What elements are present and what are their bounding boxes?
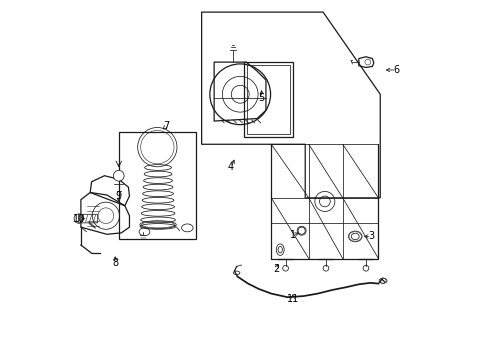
Ellipse shape	[348, 231, 361, 242]
Text: 11: 11	[286, 294, 298, 303]
Text: 1: 1	[289, 230, 295, 240]
Ellipse shape	[276, 244, 284, 255]
Bar	[119, 132, 195, 239]
Text: 8: 8	[112, 258, 118, 268]
Text: 5: 5	[258, 93, 264, 103]
Text: 6: 6	[392, 65, 399, 75]
Text: 4: 4	[227, 162, 234, 172]
Ellipse shape	[297, 226, 305, 235]
Text: 7: 7	[163, 121, 169, 131]
Text: 10: 10	[73, 213, 85, 224]
Text: 9: 9	[116, 191, 122, 201]
Text: 3: 3	[367, 231, 374, 242]
Text: 2: 2	[272, 264, 279, 274]
Circle shape	[113, 170, 124, 181]
